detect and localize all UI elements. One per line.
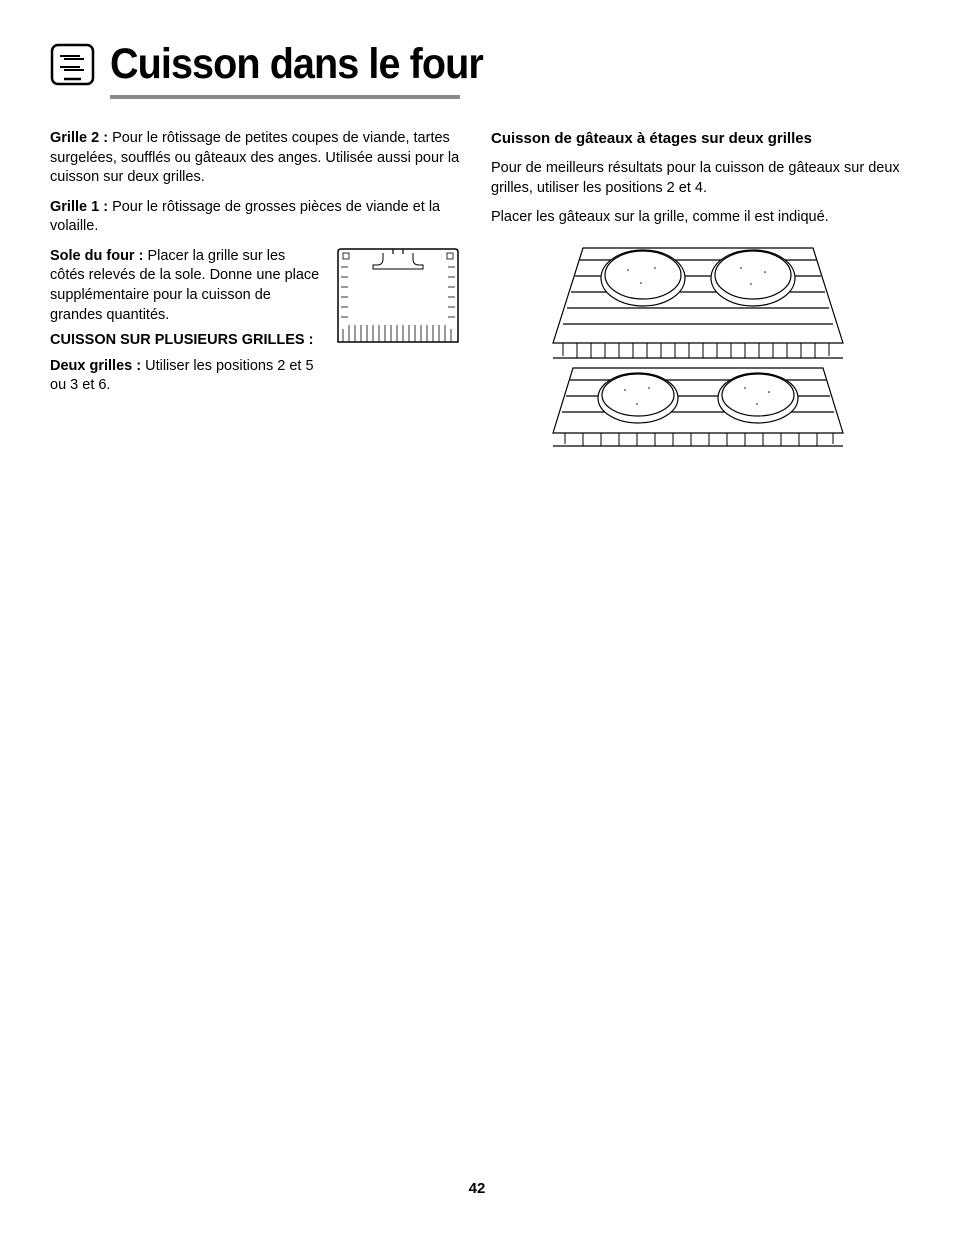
oven-icon [50,43,95,86]
right-p1: Pour de meilleurs résultats pour la cuis… [491,159,904,198]
sole-para: Sole du four : Placer la grille sur les … [50,247,321,325]
grille2-label: Grille 2 : [50,130,112,146]
multi-heading: CUISSON SUR PLUSIEURS GRILLES : [50,331,321,351]
content-columns: Grille 2 : Pour le rôtissage de petites … [50,129,904,458]
grille1-para: Grille 1 : Pour le rôtissage de grosses … [50,198,463,237]
oven-cross-section-diagram [333,247,463,347]
page-title: Cuisson dans le four [110,40,483,89]
grille1-label: Grille 1 : [50,199,112,215]
right-column: Cuisson de gâteaux à étages sur deux gri… [491,129,904,458]
right-p2: Placer les gâteaux sur la grille, comme … [491,208,904,228]
grille2-text: Pour le rôtissage de petites coupes de v… [50,130,459,185]
left-column: Grille 2 : Pour le rôtissage de petites … [50,129,463,458]
deux-label: Deux grilles : [50,358,145,374]
two-rack-cakes-diagram [543,238,853,458]
title-underline [110,95,460,99]
sole-label: Sole du four : [50,248,147,264]
sole-with-figure: Sole du four : Placer la grille sur les … [50,247,463,402]
rack-diagram-wrap [491,238,904,458]
sole-text-block: Sole du four : Placer la grille sur les … [50,247,321,402]
grille2-para: Grille 2 : Pour le rôtissage de petites … [50,129,463,188]
page-header: Cuisson dans le four [50,40,904,89]
page-number: 42 [0,1180,954,1197]
deux-para: Deux grilles : Utiliser les positions 2 … [50,357,321,396]
right-heading: Cuisson de gâteaux à étages sur deux gri… [491,129,904,149]
